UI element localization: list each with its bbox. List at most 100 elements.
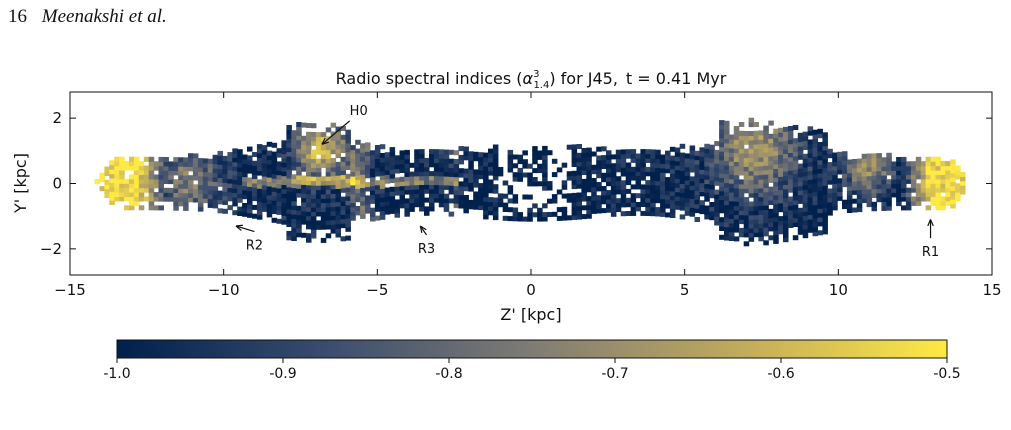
map-cell <box>571 210 578 216</box>
map-cell <box>861 175 868 181</box>
map-cell <box>424 162 430 168</box>
map-cell <box>866 162 873 168</box>
map-cell <box>458 159 465 165</box>
map-cell <box>124 161 130 167</box>
map-cell <box>537 150 543 156</box>
map-cell <box>301 193 307 199</box>
map-cell <box>310 123 317 129</box>
map-cell <box>301 210 307 216</box>
map-cell <box>699 169 705 175</box>
map-cell <box>424 166 430 172</box>
map-cell <box>517 167 524 173</box>
map-cell <box>232 157 238 163</box>
map-cell <box>247 146 253 152</box>
map-cell <box>379 197 386 203</box>
map-cell <box>330 158 337 164</box>
map-cell <box>360 213 366 219</box>
map-cell <box>728 161 735 167</box>
map-cell <box>320 136 327 142</box>
map-cell <box>251 196 258 202</box>
map-cell <box>340 196 347 202</box>
map-cell <box>443 206 450 212</box>
map-cell <box>301 197 307 203</box>
map-cell <box>905 161 912 167</box>
map-cell <box>905 165 912 171</box>
map-cell <box>492 171 499 177</box>
map-cell <box>797 154 804 160</box>
map-cell <box>660 163 666 169</box>
map-cell <box>340 218 347 224</box>
map-cell <box>724 178 730 184</box>
map-cell <box>463 146 469 152</box>
map-cell <box>232 197 238 203</box>
map-cell <box>473 200 479 206</box>
map-cell <box>217 155 224 161</box>
map-cell <box>797 229 804 235</box>
map-cell <box>846 190 853 196</box>
map-cell <box>832 187 838 193</box>
map-cell <box>168 196 174 202</box>
map-cell <box>650 149 656 155</box>
map-cell <box>886 192 892 198</box>
map-cell <box>374 162 381 168</box>
map-cell <box>674 191 681 197</box>
map-cell <box>306 131 312 137</box>
map-cell <box>153 165 160 171</box>
map-cell <box>861 180 868 186</box>
map-cell <box>704 183 710 189</box>
map-cell <box>630 153 637 159</box>
map-cell <box>763 218 769 224</box>
map-cell <box>237 175 243 181</box>
map-cell <box>758 130 764 136</box>
map-cell <box>458 203 465 209</box>
map-cell <box>212 181 219 187</box>
map-cell <box>817 199 823 205</box>
map-cell <box>837 156 843 162</box>
map-cell <box>719 155 725 161</box>
map-cell <box>861 193 868 199</box>
map-cell <box>856 163 863 169</box>
map-cell <box>925 178 932 184</box>
map-cell <box>581 192 587 198</box>
map-cell <box>832 205 838 211</box>
map-cell <box>197 175 204 181</box>
map-cell <box>261 149 268 155</box>
map-cell <box>576 205 583 211</box>
map-cell <box>655 167 661 173</box>
map-cell <box>753 192 760 198</box>
map-cell <box>286 235 292 241</box>
map-cell <box>842 199 848 205</box>
map-cell <box>576 157 583 163</box>
map-cell <box>497 193 504 199</box>
map-cell <box>330 202 337 208</box>
map-cell <box>360 156 366 162</box>
map-cell <box>640 184 646 190</box>
map-cell <box>920 174 927 180</box>
map-cell <box>778 176 784 182</box>
map-cell <box>237 162 243 168</box>
map-cell <box>350 193 356 199</box>
map-cell <box>443 162 450 168</box>
map-cell <box>620 198 627 204</box>
map-cell <box>453 203 460 209</box>
map-cell <box>424 210 430 216</box>
map-cell <box>414 149 420 155</box>
map-cell <box>758 214 764 220</box>
map-cell <box>738 148 745 154</box>
map-cell <box>492 166 499 172</box>
map-cell <box>719 217 725 223</box>
map-cell <box>660 181 666 187</box>
map-cell <box>733 148 740 154</box>
map-cell <box>374 184 381 190</box>
map-cell <box>242 194 248 200</box>
map-cell <box>665 190 671 196</box>
map-cell <box>409 198 415 204</box>
map-cell <box>797 141 804 147</box>
map-cell <box>822 158 828 164</box>
map-cell <box>778 185 784 191</box>
map-cell <box>360 205 366 211</box>
map-cell <box>807 192 814 198</box>
map-cell <box>320 145 327 151</box>
map-cell <box>807 126 814 132</box>
map-cell <box>325 140 332 146</box>
